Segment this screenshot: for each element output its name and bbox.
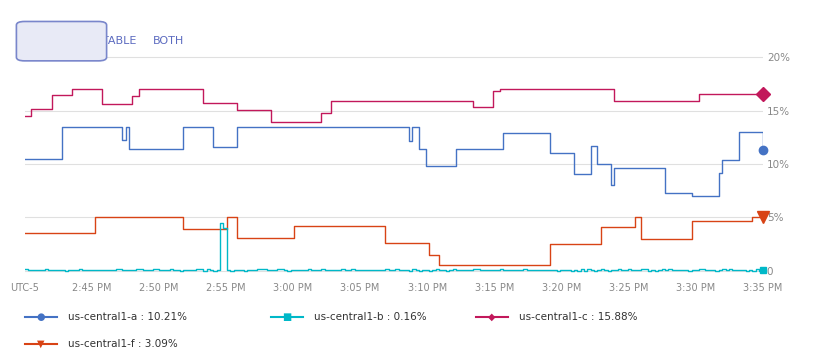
Text: ■: ■ [282, 312, 292, 322]
Text: CHART: CHART [41, 36, 82, 46]
Text: ▼: ▼ [37, 339, 45, 349]
Text: us-central1-b : 0.16%: us-central1-b : 0.16% [314, 312, 426, 322]
Text: us-central1-f : 3.09%: us-central1-f : 3.09% [68, 339, 178, 349]
Text: ●: ● [37, 312, 45, 322]
Text: BOTH: BOTH [152, 36, 183, 46]
Text: ◆: ◆ [487, 312, 495, 322]
Text: us-central1-a : 10.21%: us-central1-a : 10.21% [68, 312, 187, 322]
Text: TABLE: TABLE [102, 36, 136, 46]
Text: us-central1-c : 15.88%: us-central1-c : 15.88% [518, 312, 637, 322]
